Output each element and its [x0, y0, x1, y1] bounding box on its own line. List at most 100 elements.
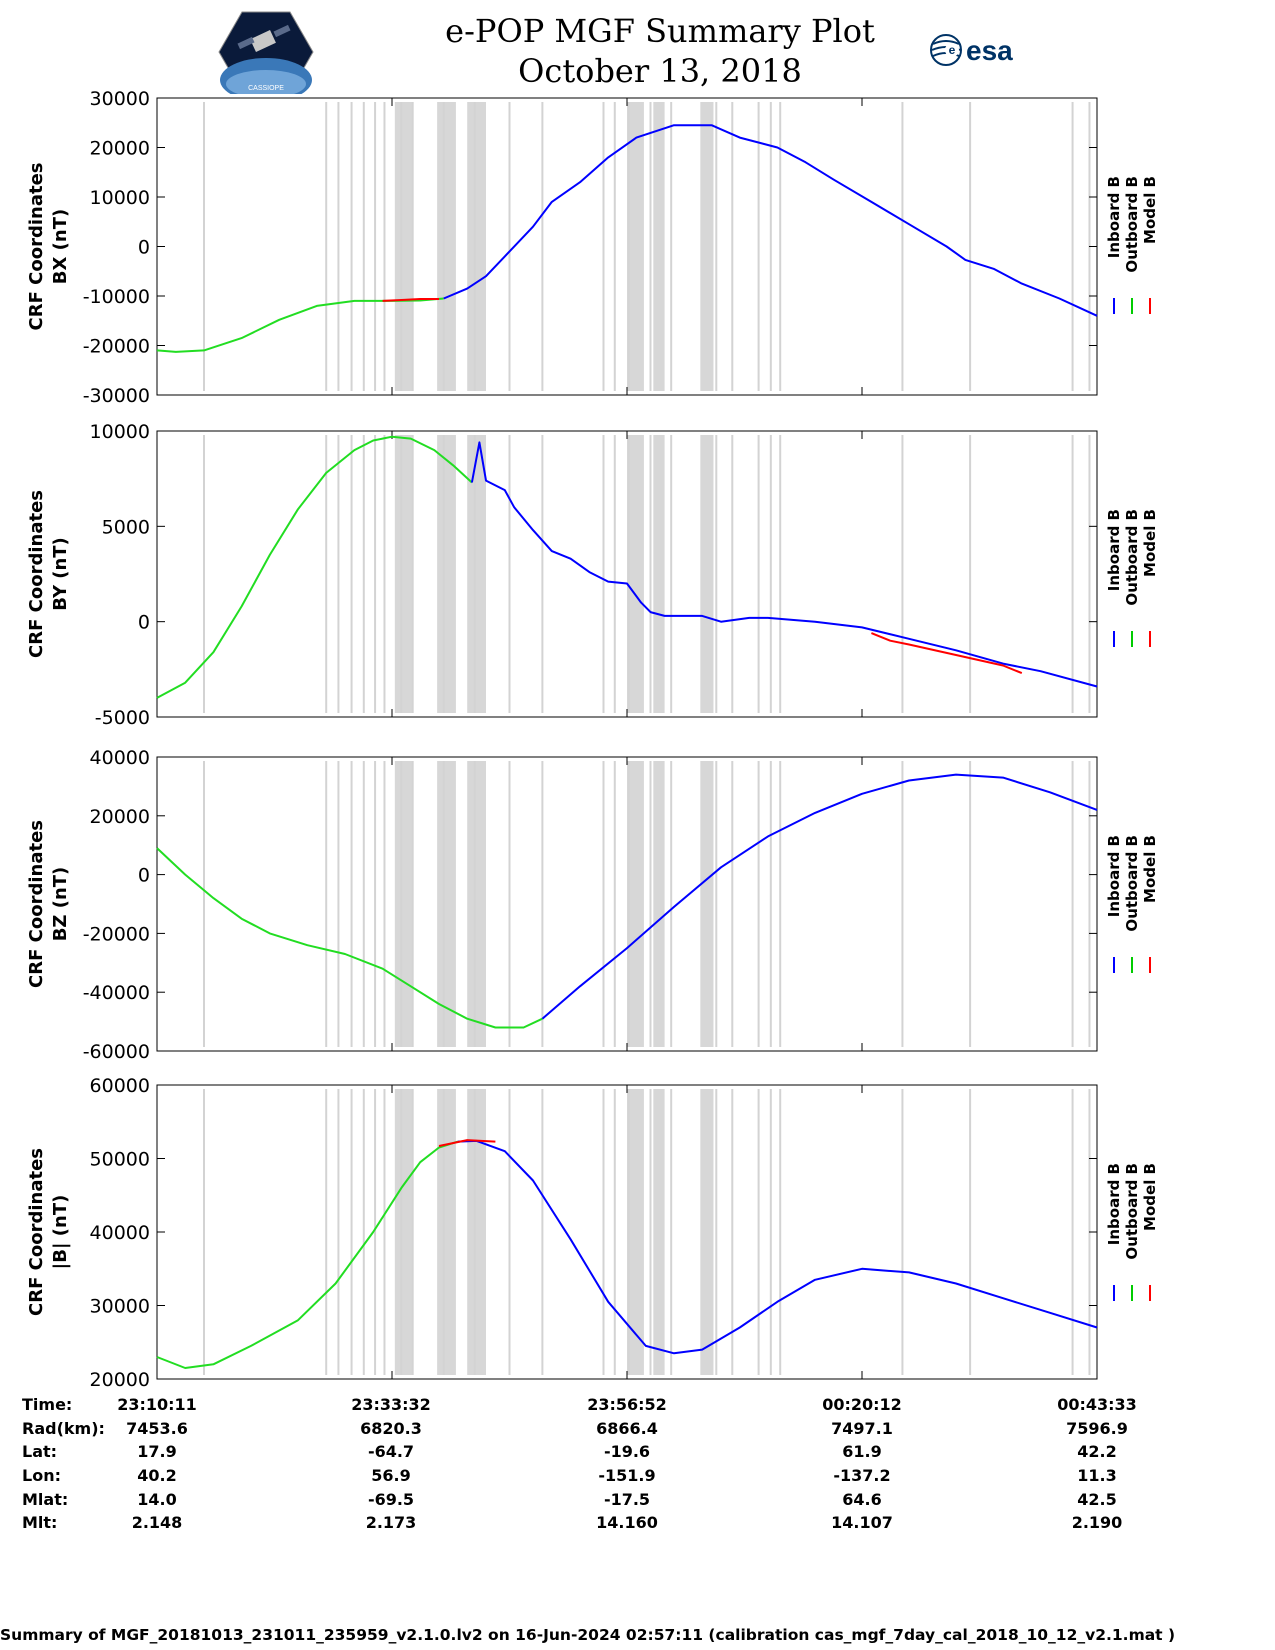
- y-axis-label: CRF Coordinates: [26, 820, 47, 988]
- data-gap-band: [653, 1089, 664, 1375]
- data-gap-band: [700, 435, 713, 713]
- y-tick-label: 30000: [90, 88, 150, 110]
- panel-1: 3000020000100000-10000-20000-30000CRF Co…: [26, 88, 1159, 407]
- ephemeris-value: -137.2: [833, 1466, 890, 1485]
- legend-label: Inboard B: [1105, 835, 1123, 917]
- legend: Inboard B Outboard B Model B: [1105, 835, 1159, 973]
- data-gap-band: [627, 761, 644, 1047]
- y-tick-label: -5000: [95, 707, 150, 729]
- panel-2: 10000 5000 0 -5000 CRF Coordinates BY (nT) Inb…: [26, 421, 1159, 729]
- ephemeris-value: -19.6: [604, 1442, 650, 1461]
- ephemeris-value: 64.6: [842, 1490, 881, 1509]
- data-gap-band: [437, 435, 456, 713]
- data-gap-band: [467, 1089, 486, 1375]
- y-tick-label: 40000: [90, 1222, 150, 1244]
- legend: Inboard B Outboard B Model B: [1105, 509, 1159, 647]
- y-axis-label: BX (nT): [50, 209, 71, 284]
- ephemeris-row-label: Time:: [22, 1395, 72, 1414]
- ephemeris-row-label: Rad(km):: [22, 1419, 105, 1438]
- mgf-summary-chart: 30000 20000 10000 0 -10000 -20000 -30000 CRF Co…: [0, 0, 1275, 1620]
- data-gap-band: [437, 1089, 456, 1375]
- ephemeris-value: 42.5: [1077, 1490, 1116, 1509]
- ephemeris-row-label: Mlat:: [22, 1490, 68, 1509]
- legend-label: Inboard B: [1105, 1163, 1123, 1245]
- data-gap-band: [653, 435, 664, 713]
- ephemeris-value: -69.5: [368, 1490, 414, 1509]
- legend-label: Outboard B: [1123, 176, 1141, 273]
- ephemeris-row-label: Lat:: [22, 1442, 57, 1461]
- ephemeris-value: 2.190: [1072, 1513, 1123, 1532]
- data-gap-band: [467, 435, 486, 713]
- data-gap-band: [627, 102, 644, 391]
- data-gap-band: [395, 102, 413, 391]
- ephemeris-value: -64.7: [368, 1442, 414, 1461]
- data-gap-band: [395, 435, 413, 713]
- legend-label: Inboard B: [1105, 509, 1123, 591]
- y-axis-label: CRF Coordinates: [26, 163, 47, 331]
- legend-label: Model B: [1141, 509, 1159, 577]
- ephemeris-value: 7596.9: [1066, 1419, 1128, 1438]
- ephemeris-row-label: Lon:: [22, 1466, 61, 1485]
- ephemeris-value: 14.107: [831, 1513, 893, 1532]
- y-axis-label: BZ (nT): [50, 867, 71, 942]
- ephemeris-value: 7453.6: [126, 1419, 188, 1438]
- inboard-b-series: [458, 1141, 1097, 1353]
- ephemeris-value: 61.9: [842, 1442, 881, 1461]
- ephemeris-value: 00:20:12: [822, 1395, 902, 1414]
- legend-label: Outboard B: [1123, 835, 1141, 932]
- ephemeris-value: 14.0: [137, 1490, 176, 1509]
- panel-3: 40000 20000 0 -20000 -40000 -60000 CRF Coordin…: [26, 747, 1159, 1063]
- ephemeris-value: 40.2: [137, 1466, 176, 1485]
- ephemeris-value: 6820.3: [360, 1419, 422, 1438]
- y-tick-label: -30000: [83, 385, 150, 407]
- data-gap-band: [627, 1089, 644, 1375]
- y-tick-label: 20000: [90, 806, 150, 828]
- data-gap-band: [395, 1089, 413, 1375]
- ephemeris-table: Time: Rad(km): Lat: Lon: Mlat: Mlt: 23:10:11 74…: [22, 1395, 1137, 1532]
- y-tick-label: -20000: [83, 923, 150, 945]
- data-gap-band: [653, 761, 664, 1047]
- y-tick-label: 0: [138, 237, 150, 259]
- y-tick-label: -10000: [83, 286, 150, 308]
- data-gap-band: [653, 102, 664, 391]
- y-tick-label: 50000: [90, 1149, 150, 1171]
- legend-label: Inboard B: [1105, 176, 1123, 258]
- data-gap-band: [395, 761, 413, 1047]
- footer-summary: Summary of MGF_20181013_231011_235959_v2…: [0, 1626, 1275, 1644]
- legend-label: Outboard B: [1123, 1163, 1141, 1260]
- legend-label: Model B: [1141, 1163, 1159, 1231]
- ephemeris-value: 23:10:11: [117, 1395, 197, 1414]
- y-tick-label: 5000: [102, 516, 150, 538]
- panel-4: 6000050000400003000020000CRF Coordinates…: [26, 1075, 1159, 1391]
- y-axis-label: BY (nT): [50, 537, 71, 611]
- legend: Inboard B Outboard B Model B: [1105, 176, 1159, 314]
- y-tick-label: 60000: [90, 1075, 150, 1097]
- y-tick-label: -60000: [83, 1041, 150, 1063]
- ephemeris-row-label: Mlt:: [22, 1513, 57, 1532]
- ephemeris-value: 23:56:52: [587, 1395, 667, 1414]
- ephemeris-value: 23:33:32: [351, 1395, 431, 1414]
- data-gap-band: [700, 102, 713, 391]
- ephemeris-value: 2.148: [132, 1513, 183, 1532]
- data-gap-band: [437, 102, 456, 391]
- legend-label: Outboard B: [1123, 509, 1141, 606]
- y-tick-label: -40000: [83, 982, 150, 1004]
- ephemeris-value: 00:43:33: [1057, 1395, 1137, 1414]
- y-tick-label: -20000: [83, 336, 150, 358]
- ephemeris-value: -17.5: [604, 1490, 650, 1509]
- y-tick-label: 10000: [90, 421, 150, 443]
- y-tick-label: 0: [138, 612, 150, 634]
- ephemeris-value: 56.9: [371, 1466, 410, 1485]
- y-axis-label: CRF Coordinates: [26, 490, 47, 658]
- ephemeris-value: 11.3: [1077, 1466, 1116, 1485]
- ephemeris-value: 14.160: [596, 1513, 658, 1532]
- data-gap-band: [467, 761, 486, 1047]
- legend: Inboard B Outboard B Model B: [1105, 1163, 1159, 1301]
- y-tick-label: 20000: [90, 1369, 150, 1391]
- data-gap-band: [700, 761, 713, 1047]
- data-gap-band: [467, 102, 486, 391]
- ephemeris-value: 42.2: [1077, 1442, 1116, 1461]
- legend-label: Model B: [1141, 835, 1159, 903]
- ephemeris-value: 6866.4: [596, 1419, 658, 1438]
- inboard-b-series: [472, 442, 1097, 686]
